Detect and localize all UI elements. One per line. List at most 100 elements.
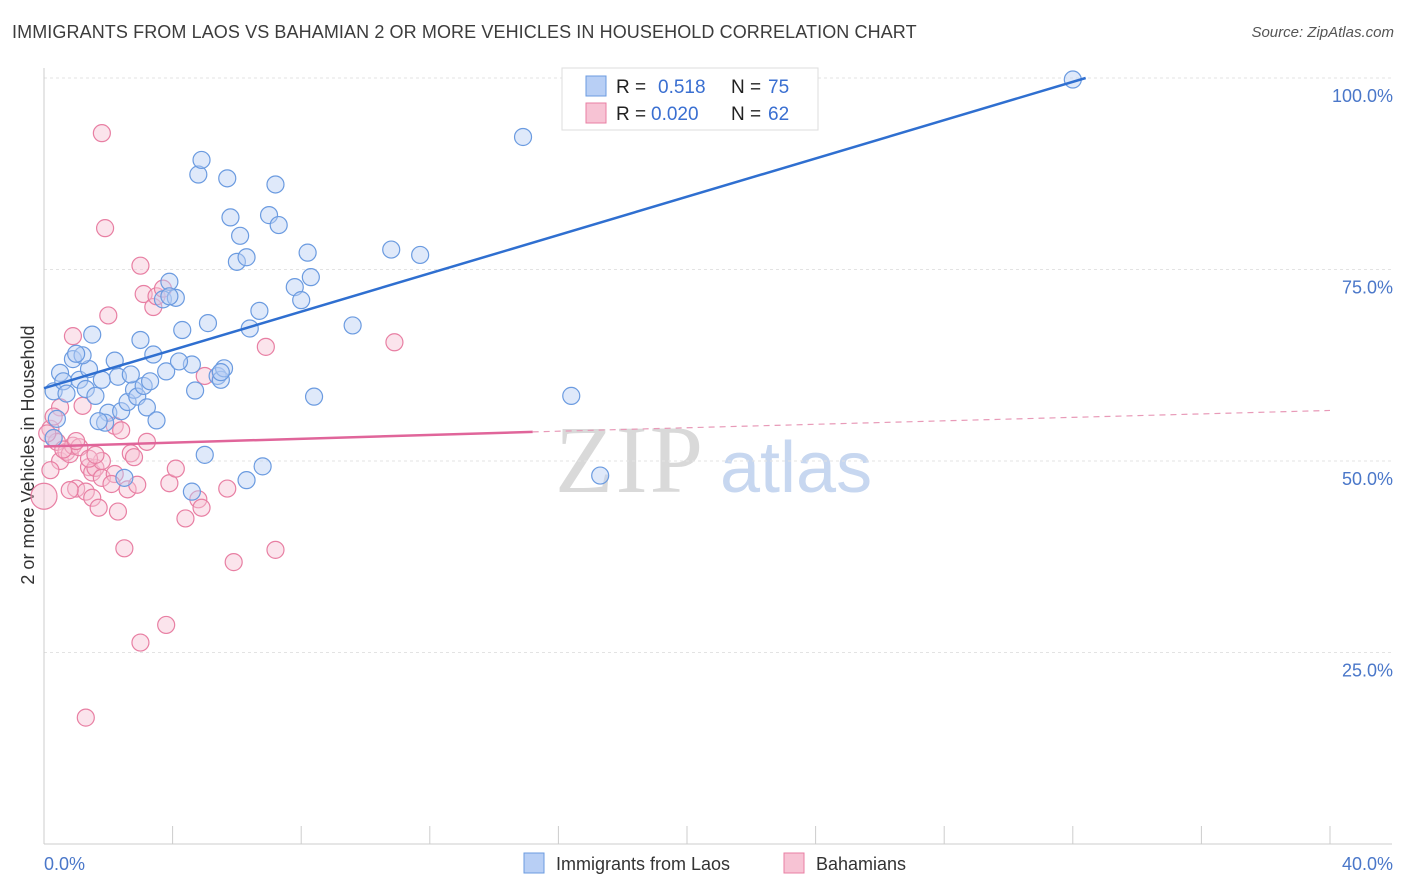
laos-point-34 [218, 169, 237, 188]
bahamians-point-32 [131, 633, 150, 652]
bahamians-point-50 [76, 708, 95, 727]
laos-point-43 [259, 206, 279, 225]
laos-point-67 [67, 344, 86, 363]
bahamians-trend-extension [532, 409, 1331, 433]
laos-point-15 [131, 330, 150, 350]
bottom-legend-swatch-bahamians [783, 852, 805, 874]
bahamians-point-38 [157, 615, 176, 635]
bahamians-point-33 [131, 256, 150, 275]
y-tick-label-2: 75.0% [1342, 278, 1393, 298]
y-tick-label-3: 100.0% [1332, 86, 1393, 106]
y-axis-label: 2 or more Vehicles in Household [18, 325, 38, 584]
y-tick-labels: 25.0% 50.0% 75.0% 100.0% [1332, 86, 1393, 681]
laos-point-52 [382, 240, 401, 259]
legend: R = 0.518 N = 75 R = 0.020 N = 62 [561, 67, 819, 131]
gridlines [44, 77, 1392, 653]
laos-point-11 [112, 402, 131, 421]
laos-point-20 [157, 362, 176, 381]
bahamians-point-46 [224, 553, 243, 572]
bottom-legend-label-laos: Immigrants from Laos [556, 854, 730, 874]
bahamians-point-23 [99, 306, 118, 325]
laos-point-25 [186, 381, 205, 400]
bahamians-point-54 [67, 431, 86, 451]
bahamians-point-49 [385, 333, 404, 352]
legend-r-label-bahamians: R = [616, 104, 646, 125]
laos-point-70 [169, 352, 189, 371]
bahamians-point-52 [41, 461, 60, 480]
bahamians-point-28 [118, 480, 137, 499]
bahamians-trend-line [43, 430, 533, 448]
watermark-zip: ZIP [555, 406, 705, 513]
laos-point-63 [147, 411, 166, 430]
laos-point-68 [44, 428, 63, 448]
laos-point-72 [89, 412, 108, 431]
bahamians-point-5 [50, 451, 70, 471]
laos-point-35 [221, 208, 240, 227]
laos-point-39 [237, 471, 256, 490]
laos-point-17 [137, 398, 156, 417]
bahamians-point-26 [108, 502, 128, 521]
laos-point-55 [562, 386, 581, 405]
laos-point-64 [86, 386, 105, 405]
laos-point-53 [411, 245, 430, 265]
laos-point-60 [47, 409, 66, 428]
y-tick-label-0: 25.0% [1342, 661, 1393, 681]
x-tick-labels: 0.0% 40.0% [44, 854, 1393, 874]
x-tick-label-0: 0.0% [44, 854, 85, 874]
bahamians-point-61 [38, 424, 57, 443]
trend-lines [43, 76, 1331, 448]
laos-point-32 [211, 370, 230, 389]
bahamians-point-27 [115, 539, 134, 558]
laos-point-29 [195, 445, 214, 464]
bahamians-point-17 [86, 458, 105, 477]
laos-trend-line [43, 76, 1087, 390]
laos-point-6 [73, 346, 92, 365]
x-tick-label-1: 40.0% [1342, 854, 1393, 874]
laos-point-28 [192, 150, 211, 170]
bahamians-point-10 [63, 327, 83, 346]
laos-points [44, 69, 1082, 501]
laos-point-36 [227, 252, 246, 271]
legend-r-label-laos: R = [616, 77, 646, 98]
bahamians-point-15 [83, 488, 102, 507]
legend-n-value-laos: 75 [768, 77, 789, 98]
laos-point-5 [83, 325, 102, 344]
legend-swatch-bahamians [585, 102, 607, 124]
laos-point-74 [57, 384, 76, 403]
bahamians-point-60 [137, 432, 156, 451]
laos-point-27 [189, 165, 208, 184]
laos-point-69 [211, 363, 230, 382]
bahamians-point-21 [92, 124, 111, 143]
laos-point-51 [343, 316, 362, 335]
legend-r-value-laos: 0.518 [658, 77, 706, 98]
bahamians-point-30 [124, 448, 144, 467]
bottom-legend-label-bahamians: Bahamians [816, 854, 906, 874]
bahamians-point-40 [166, 459, 185, 478]
laos-point-41 [250, 301, 269, 320]
bahamians-point-22 [95, 219, 115, 238]
laos-point-44 [266, 175, 285, 194]
bahamians-point-41 [176, 509, 195, 528]
laos-point-56 [591, 466, 610, 485]
laos-point-38 [237, 248, 256, 267]
laos-point-30 [198, 314, 218, 333]
watermark: ZIP atlas [555, 406, 872, 513]
laos-point-49 [301, 268, 320, 287]
bahamians-point-48 [266, 540, 285, 559]
laos-point-22 [166, 288, 185, 307]
laos-point-16 [134, 376, 153, 396]
laos-point-54 [513, 127, 533, 147]
laos-point-47 [292, 291, 311, 310]
laos-point-23 [173, 320, 192, 340]
bottom-legend-swatch-laos [523, 852, 545, 874]
laos-point-26 [182, 482, 201, 501]
laos-point-1 [63, 350, 83, 369]
bahamians-points [30, 124, 404, 727]
laos-point-50 [304, 387, 324, 406]
laos-point-42 [253, 457, 272, 476]
legend-r-value-bahamians: 0.020 [651, 104, 699, 125]
bahamians-point-0 [30, 482, 58, 510]
laos-point-21 [160, 272, 179, 291]
watermark-atlas: atlas [720, 428, 872, 508]
